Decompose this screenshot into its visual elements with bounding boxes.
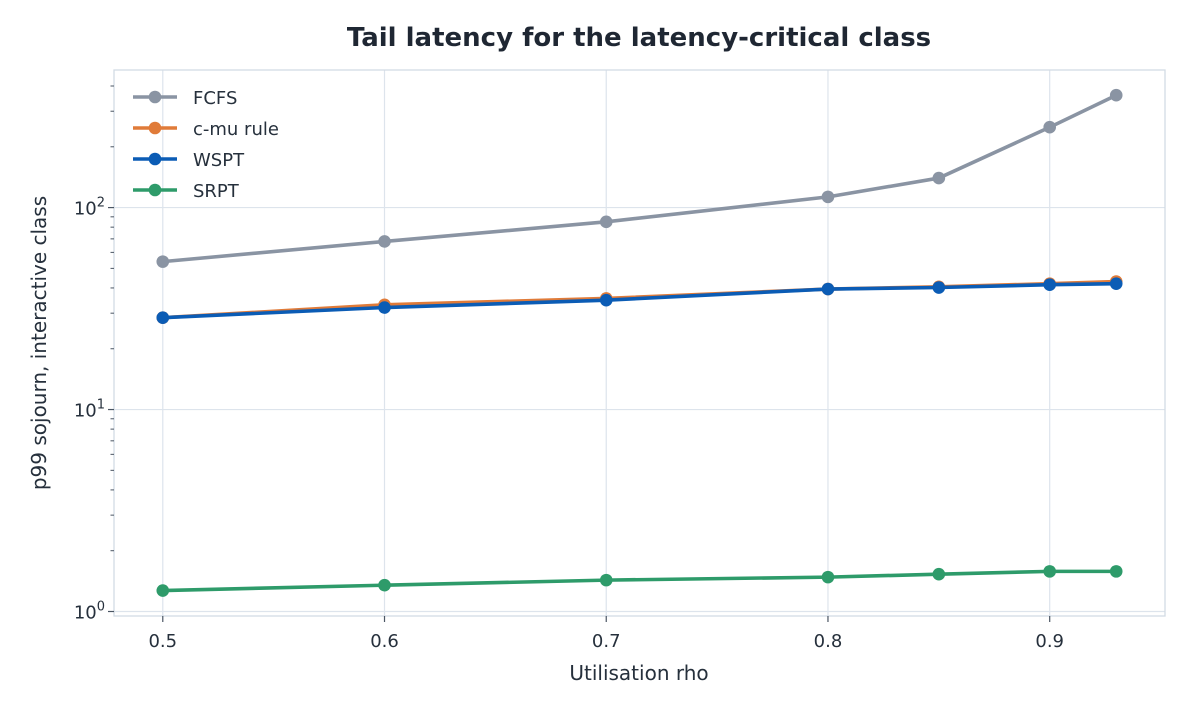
data-point [932, 567, 946, 581]
legend-swatch-marker [148, 90, 162, 104]
legend-item: WSPT [133, 150, 245, 171]
y-axis-label: p99 sojourn, interactive class [27, 196, 51, 490]
data-point [156, 584, 170, 597]
series-fcfs [156, 88, 1123, 268]
data-point [932, 281, 946, 294]
legend-swatch-marker [148, 121, 162, 135]
x-axis-label: Utilisation rho [569, 661, 708, 685]
data-point [1109, 277, 1123, 290]
data-point [1043, 565, 1057, 578]
y-tick-label: 100 [74, 600, 105, 624]
plot-frame [113, 69, 1166, 617]
y-tick-label: 102 [74, 196, 105, 220]
data-point [1109, 565, 1123, 578]
y-tick-base: 10 [74, 401, 97, 422]
series-line [160, 281, 1119, 320]
x-tick-label: 0.7 [592, 631, 621, 652]
legend-label: SRPT [193, 181, 240, 202]
legend-label: c-mu rule [193, 119, 279, 140]
data-point [599, 293, 613, 307]
x-tick-label: 0.5 [148, 631, 177, 652]
series-line [160, 93, 1119, 264]
data-point [821, 190, 835, 204]
data-point [821, 570, 835, 584]
y-tick-exponent: 2 [97, 196, 105, 211]
legend-item: SRPT [133, 181, 240, 202]
data-point [156, 311, 170, 324]
legend-item: c-mu rule [133, 119, 279, 140]
data-point [156, 255, 170, 268]
data-point [378, 578, 391, 592]
data-point [599, 573, 613, 587]
grid [114, 70, 1165, 616]
data-point [1043, 278, 1057, 292]
y-tick-label: 101 [74, 398, 105, 422]
legend-label: FCFS [193, 88, 237, 109]
y-tick-exponent: 1 [97, 398, 105, 413]
legend: FCFS c-mu rule WSPT SRPT [133, 88, 279, 202]
y-tick-base: 10 [74, 603, 97, 624]
data-point [1043, 120, 1057, 134]
chart-title: Tail latency for the latency-critical cl… [347, 23, 931, 53]
x-tick-label: 0.8 [814, 631, 843, 652]
series-wspt [156, 277, 1123, 324]
data-point [599, 215, 613, 229]
legend-item: FCFS [133, 88, 237, 109]
series-layer [156, 88, 1123, 597]
x-tick-label: 0.6 [370, 631, 399, 652]
data-point [378, 235, 391, 248]
data-point [821, 282, 835, 296]
data-point [1109, 88, 1123, 102]
y-tick-exponent: 0 [97, 600, 105, 615]
series-srpt [156, 565, 1123, 597]
y-tick-base: 10 [74, 199, 97, 220]
legend-swatch-marker [148, 152, 162, 166]
data-point [378, 301, 391, 314]
data-point [932, 171, 946, 185]
legend-label: WSPT [193, 150, 245, 171]
series-line [160, 569, 1119, 593]
x-tick-label: 0.9 [1035, 631, 1064, 652]
legend-swatch-marker [148, 183, 162, 197]
